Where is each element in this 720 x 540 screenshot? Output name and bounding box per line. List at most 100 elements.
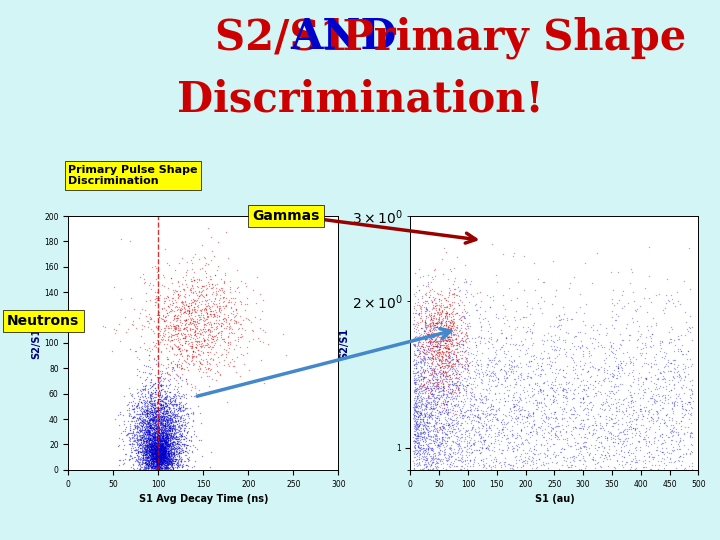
Point (569, 456, 580, 465)
Point (433, 333, 445, 341)
Point (657, 454, 668, 463)
Point (159, 446, 171, 454)
Point (172, 462, 184, 470)
Point (419, 482, 431, 490)
Point (615, 359, 626, 367)
Point (197, 282, 208, 291)
Point (474, 476, 485, 484)
Point (153, 460, 165, 468)
Point (446, 485, 458, 494)
Point (154, 451, 166, 460)
Point (151, 454, 163, 462)
Point (586, 339, 598, 348)
Point (144, 421, 156, 429)
Point (487, 339, 498, 348)
Point (419, 382, 431, 391)
Point (132, 455, 144, 463)
Point (408, 309, 419, 318)
Point (152, 415, 163, 423)
Point (440, 319, 451, 328)
Point (198, 322, 210, 331)
Point (608, 381, 619, 390)
Point (516, 530, 528, 538)
Point (170, 450, 181, 458)
Point (581, 403, 593, 412)
Point (125, 475, 136, 484)
Point (140, 437, 152, 446)
Point (437, 398, 449, 407)
Point (658, 450, 670, 458)
Point (143, 430, 155, 438)
Point (680, 476, 691, 484)
Point (151, 431, 163, 440)
Point (675, 535, 687, 540)
Point (158, 437, 170, 445)
Point (156, 418, 167, 427)
Point (148, 448, 160, 457)
Point (138, 480, 149, 488)
Point (429, 271, 441, 280)
Point (417, 489, 428, 497)
Point (159, 421, 171, 430)
Point (445, 265, 456, 273)
Point (623, 402, 634, 411)
Point (160, 456, 171, 464)
Point (175, 422, 186, 431)
Point (150, 423, 162, 432)
Point (657, 306, 669, 315)
Point (429, 460, 441, 468)
Point (168, 321, 180, 330)
Point (146, 464, 158, 472)
Point (590, 496, 602, 504)
Point (666, 446, 678, 455)
Point (149, 435, 161, 444)
Point (149, 450, 161, 458)
Point (496, 329, 508, 338)
Point (460, 469, 472, 477)
Point (687, 441, 698, 450)
Point (653, 392, 665, 400)
Point (629, 426, 641, 434)
Point (414, 302, 426, 310)
Point (152, 413, 163, 422)
Point (148, 407, 160, 415)
Point (605, 382, 616, 391)
Point (226, 325, 238, 333)
Point (161, 441, 173, 449)
Point (145, 416, 157, 424)
Point (488, 531, 500, 540)
Point (666, 405, 678, 414)
Point (603, 350, 615, 359)
Point (210, 271, 221, 280)
Point (176, 482, 188, 491)
Point (199, 328, 211, 337)
Point (567, 379, 578, 388)
Point (467, 388, 478, 396)
Point (434, 409, 446, 418)
Point (150, 433, 161, 442)
Point (164, 424, 176, 433)
Point (421, 434, 433, 442)
Point (462, 324, 474, 333)
Point (138, 434, 149, 443)
Point (153, 449, 164, 458)
Point (449, 381, 461, 390)
Point (439, 368, 451, 376)
Point (148, 418, 159, 427)
Point (205, 256, 217, 265)
Point (569, 437, 580, 446)
Point (161, 432, 173, 441)
Point (410, 402, 422, 411)
Point (438, 404, 450, 413)
Point (152, 428, 163, 437)
Point (444, 453, 455, 462)
Point (432, 342, 444, 350)
Point (154, 406, 166, 415)
Point (416, 400, 428, 408)
Point (145, 443, 156, 451)
Point (679, 423, 690, 431)
Point (521, 522, 533, 531)
Point (174, 291, 186, 299)
Point (161, 458, 173, 467)
Point (156, 436, 168, 445)
